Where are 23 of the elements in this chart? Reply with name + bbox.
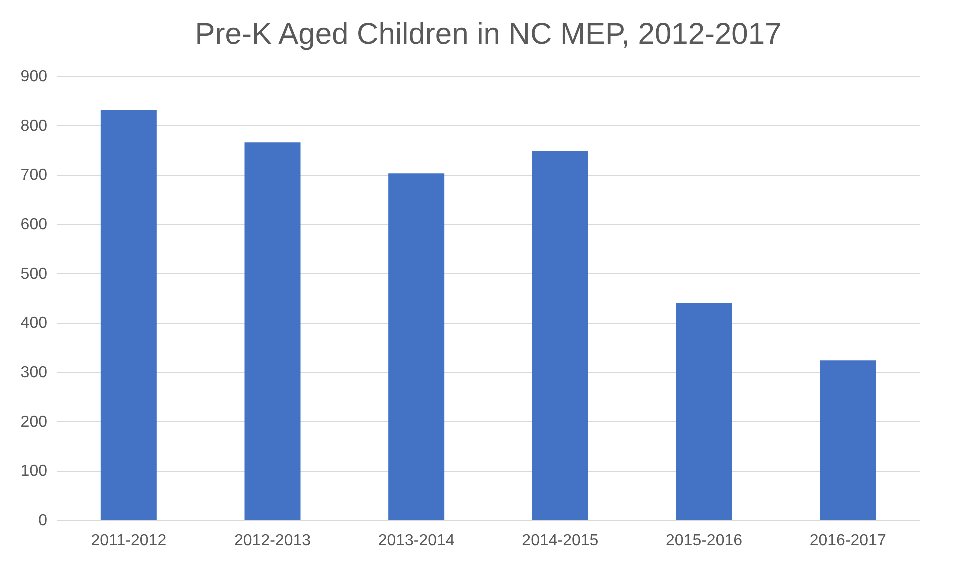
y-tick-label: 700	[20, 167, 48, 184]
chart-title: Pre-K Aged Children in NC MEP, 2012-2017	[195, 18, 782, 51]
y-tick-label: 900	[20, 68, 48, 86]
y-tick-label: 300	[20, 364, 48, 382]
x-tick-label: 2016-2017	[810, 532, 886, 550]
x-tick-label: 2014-2015	[522, 532, 599, 550]
y-tick-label: 100	[20, 463, 48, 480]
y-tick-label: 800	[20, 118, 48, 135]
x-tick-label: 2013-2014	[378, 532, 455, 550]
bar	[244, 142, 301, 520]
bar	[676, 303, 732, 520]
x-tick-label: 2012-2013	[234, 532, 312, 550]
y-tick-label: 600	[20, 216, 48, 234]
bar	[100, 110, 157, 520]
x-tick-label: 2011-2012	[91, 532, 167, 550]
y-tick-label: 200	[20, 414, 48, 431]
x-tick-label: 2015-2016	[666, 532, 743, 550]
y-tick-label: 500	[20, 266, 48, 283]
bar	[388, 174, 445, 520]
bar	[532, 150, 588, 520]
y-tick-label: 400	[20, 315, 48, 332]
y-tick-label: 0	[38, 512, 48, 530]
bar	[820, 360, 876, 520]
